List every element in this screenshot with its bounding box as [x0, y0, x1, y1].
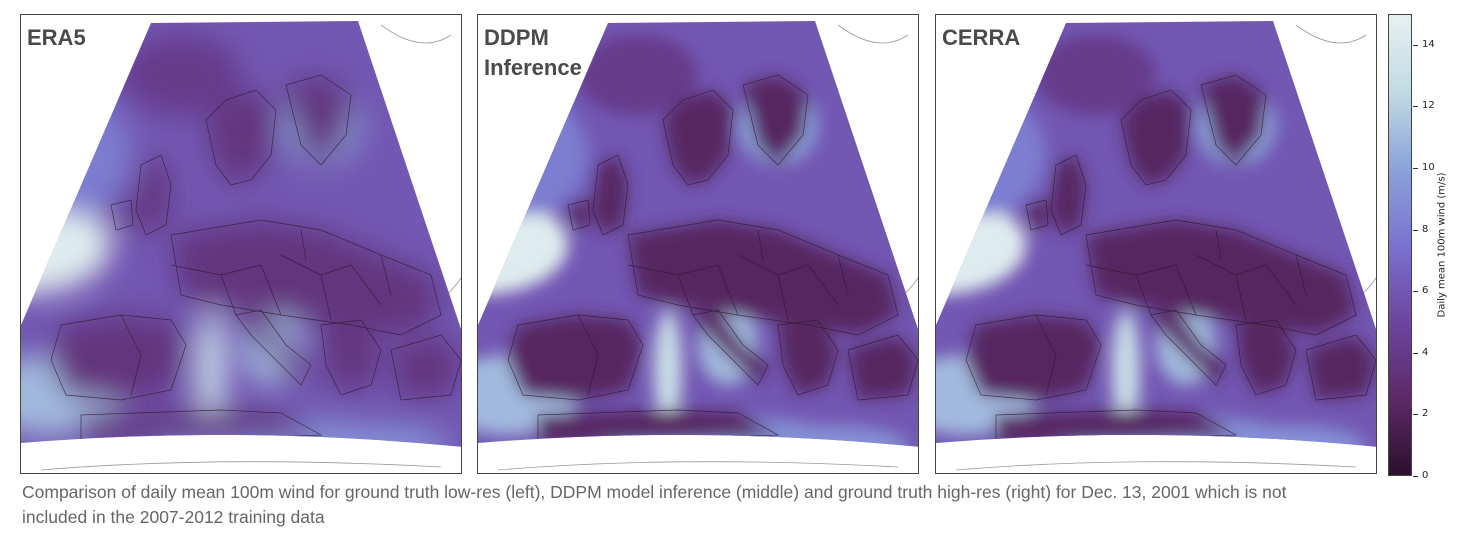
- map-field: [21, 21, 461, 471]
- colorbar-tick: [1413, 352, 1418, 354]
- figure-caption: Comparison of daily mean 100m wind for g…: [22, 482, 1287, 527]
- colorbar-tick: [1413, 168, 1418, 169]
- colorbar-tick: [1413, 414, 1418, 416]
- colorbar-tick-label: 2: [1422, 408, 1429, 420]
- colorbar-tick: [1413, 106, 1418, 108]
- colorbar-tick-label: 6: [1422, 285, 1429, 297]
- colorbar-tick-label: 10: [1422, 162, 1435, 173]
- panel-title: CERRA: [942, 25, 1021, 50]
- colorbar-tick-label: 8: [1422, 223, 1429, 235]
- colorbar-tick-label: 14: [1422, 38, 1435, 50]
- colorbar-tick-label: 0: [1422, 470, 1429, 481]
- map-panel-cerra: CERRA: [935, 14, 1377, 474]
- panel-title: DDPM Inference: [484, 25, 582, 80]
- colorbar-tick: [1413, 291, 1418, 293]
- colorbar-tick: [1413, 229, 1418, 231]
- colorbar: [1388, 14, 1412, 476]
- panel-title: ERA5: [27, 25, 86, 50]
- map-field: [478, 21, 918, 471]
- colorbar-label: Daily mean 100m wind (m/s): [1436, 172, 1448, 318]
- colorbar-tick: [1413, 476, 1418, 477]
- map-field: [936, 21, 1376, 471]
- map-panel-ddpm: DDPM Inference: [477, 14, 919, 474]
- colorbar-tick: [1413, 44, 1418, 46]
- colorbar-tick-label: 4: [1422, 346, 1429, 358]
- colorbar-tick-label: 12: [1422, 100, 1435, 112]
- map-panel-era5: ERA5: [20, 14, 462, 474]
